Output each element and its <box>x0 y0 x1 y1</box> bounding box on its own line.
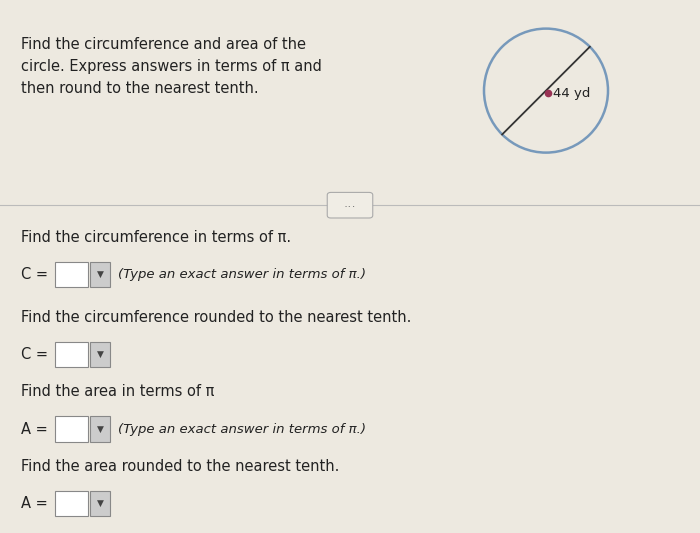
Text: Find the circumference rounded to the nearest tenth.: Find the circumference rounded to the ne… <box>21 310 412 325</box>
Text: (Type an exact answer in terms of π.): (Type an exact answer in terms of π.) <box>118 268 366 281</box>
FancyBboxPatch shape <box>90 416 110 442</box>
FancyBboxPatch shape <box>55 491 88 516</box>
FancyBboxPatch shape <box>328 192 372 218</box>
Text: C =: C = <box>21 267 52 282</box>
Text: ▼: ▼ <box>97 499 104 508</box>
Text: 44 yd: 44 yd <box>553 87 590 100</box>
Text: Find the area in terms of π: Find the area in terms of π <box>21 384 214 399</box>
FancyBboxPatch shape <box>90 342 110 367</box>
Text: Find the circumference in terms of π.: Find the circumference in terms of π. <box>21 230 291 245</box>
FancyBboxPatch shape <box>90 262 110 287</box>
Text: ▼: ▼ <box>97 270 104 279</box>
Text: Find the circumference and area of the
circle. Express answers in terms of π and: Find the circumference and area of the c… <box>21 37 322 95</box>
Text: ▼: ▼ <box>97 425 104 433</box>
FancyBboxPatch shape <box>55 262 88 287</box>
FancyBboxPatch shape <box>55 416 88 442</box>
Text: C =: C = <box>21 347 52 362</box>
Text: A =: A = <box>21 496 52 511</box>
Text: ▼: ▼ <box>97 350 104 359</box>
Text: ...: ... <box>344 202 356 208</box>
FancyBboxPatch shape <box>55 342 88 367</box>
Text: (Type an exact answer in terms of π.): (Type an exact answer in terms of π.) <box>118 423 366 435</box>
FancyBboxPatch shape <box>90 491 110 516</box>
Text: A =: A = <box>21 422 52 437</box>
Text: Find the area rounded to the nearest tenth.: Find the area rounded to the nearest ten… <box>21 459 340 474</box>
